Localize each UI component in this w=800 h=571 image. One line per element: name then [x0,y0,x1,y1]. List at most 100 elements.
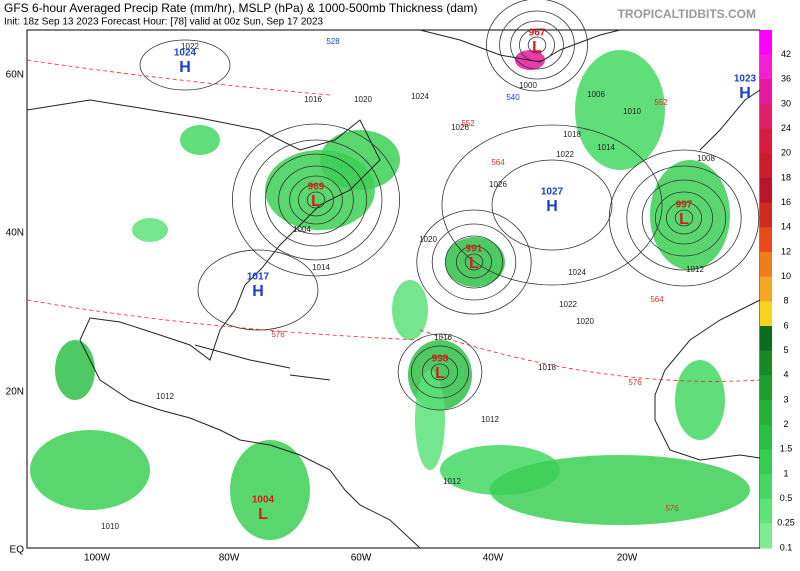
colorbar-cell [760,474,772,500]
isobar [519,28,556,62]
colorbar-cell [760,30,772,56]
contour-label: 564 [650,295,664,304]
precip-area [490,455,750,525]
precip-area [132,218,168,242]
lat-label: 40N [6,228,24,239]
contour-label: 1016 [434,333,452,342]
lon-label: 60W [351,553,372,564]
center-value: 1024 [174,48,197,59]
precip-area [415,370,445,470]
contour-label: 1000 [519,81,537,90]
contour-label: 1026 [451,123,469,132]
contour-label: 540 [506,93,520,102]
center-letter: L [532,39,542,56]
isobar [397,333,483,411]
colorbar-cell [760,227,772,253]
center-value: 1023 [734,74,757,85]
contour-label: 1012 [156,392,174,401]
contour-label: 576 [665,504,679,513]
precip-area [320,130,400,190]
map-area: 1022 1016 1020 1024 1026 1018 1022 1026 1020 1024… [26,0,761,549]
colorbar-label: 0.1 [780,542,793,552]
thickness-line [419,329,761,382]
north-america-coast [26,99,381,441]
center-value: 998 [432,354,449,365]
precip-area [392,280,428,340]
colorbar-label: 36 [781,74,791,84]
isobar [464,253,484,271]
center-letter: L [258,506,268,523]
site-watermark: TROPICALTIDBITS.COM [618,7,756,21]
isobar [297,183,334,217]
colorbar-label: 1 [783,468,788,478]
contour-label: 1018 [538,363,556,372]
colorbar-cell [760,153,772,179]
colorbar-cell [760,326,772,352]
colorbar-cell [760,523,772,549]
precip-area [30,430,150,510]
thickness-line [26,59,331,96]
isobar [491,159,613,251]
africa-coast [654,299,761,461]
contour-label: 1010 [101,522,119,531]
title: GFS 6-hour Averaged Precip Rate (mm/hr),… [4,1,478,15]
contour-label: 1020 [576,317,594,326]
isobar [421,355,458,389]
colorbar-cell [760,178,772,204]
colorbar-label: 42 [781,49,791,59]
isobar [441,124,663,286]
contour-label: 1006 [587,90,605,99]
isobar [666,201,703,235]
contour-label: 1012 [443,477,461,486]
lat-label: 20N [6,387,24,398]
center-value: 1004 [252,495,275,506]
isobar [249,139,383,261]
center-letter: L [469,255,479,272]
isobar [410,345,469,399]
contour-label: 1022 [181,42,199,51]
colorbar-label: 8 [783,296,788,306]
contour-label: 1020 [354,95,372,104]
contour-label: 1014 [312,263,330,272]
contour-label: 1022 [556,150,574,159]
contour-label: 576 [271,330,285,339]
colorbar-label: 5 [783,345,788,355]
colorbar-label: 20 [781,148,791,158]
colorbar-cell [760,202,772,228]
center-letter: L [679,211,689,228]
coastlines [26,29,761,549]
subtitle: Init: 18z Sep 13 2023 Forecast Hour: [78… [4,17,324,28]
colorbar-cell [760,375,772,401]
isobar [527,36,547,54]
contour-label: 1018 [563,130,581,139]
colorbar-cell [760,498,772,524]
colorbar-label: 14 [781,222,791,232]
isobar [455,245,492,279]
colorbar-label: 30 [781,98,791,108]
contour-label: 564 [491,158,505,167]
isobar [231,123,400,277]
colorbar-cell [760,104,772,130]
precip-area [575,50,665,170]
center-value: 1027 [541,187,564,198]
isobar [306,191,326,209]
contour-label: 1012 [686,265,704,274]
south-america-coast [239,439,421,549]
colorbar-label: 2 [783,419,788,429]
center-letter: H [546,198,558,215]
contour-label: 1016 [304,95,322,104]
lat-label: EQ [10,545,25,556]
center-value: 997 [676,200,693,211]
precip-area [230,440,310,540]
isobar [431,223,517,301]
center-letter: H [739,85,751,102]
center-letter: H [252,283,264,300]
precip-area [180,125,220,155]
center-letter: L [311,193,321,210]
colorbar-cell [760,252,772,278]
colorbar-cell [760,128,772,154]
colorbar-cell [760,400,772,426]
isobar [444,235,503,289]
thickness-line [26,299,421,341]
